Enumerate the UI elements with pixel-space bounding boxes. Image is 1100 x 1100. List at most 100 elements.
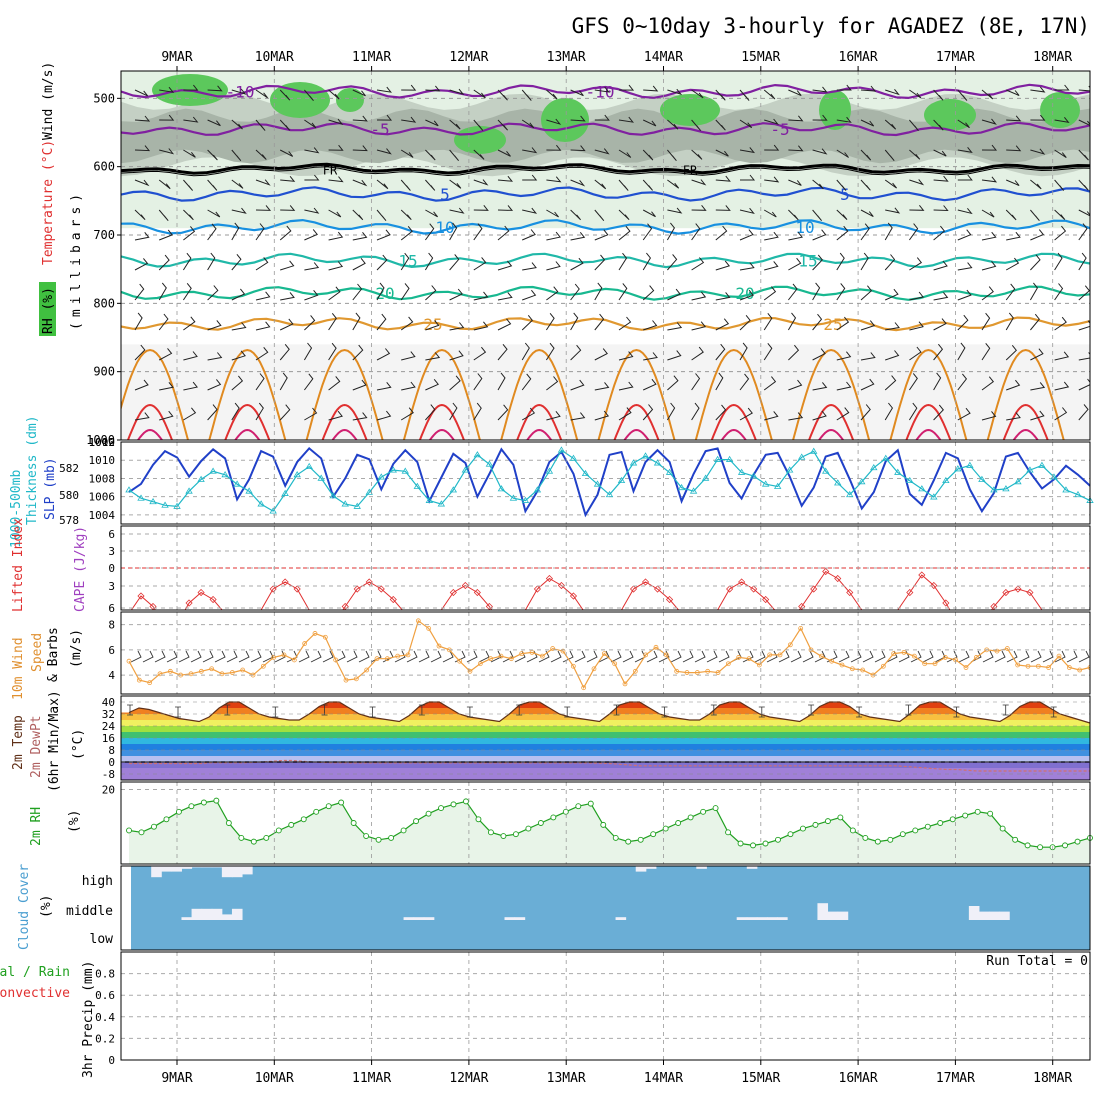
precip-legend-convective: Convective — [0, 986, 70, 1001]
wind-barb-10m — [298, 650, 310, 663]
thickness-label-1: 1000-500mb — [9, 470, 24, 548]
isotherm-label: 20 — [375, 284, 394, 303]
wind-barb — [521, 373, 532, 391]
wind-barb-10m — [550, 650, 562, 663]
wind-barb — [594, 382, 610, 391]
wind-barb — [1078, 252, 1087, 271]
wind-barb — [183, 351, 198, 361]
wind-speed-marker — [477, 661, 483, 667]
temp-minmax-bar — [321, 704, 328, 716]
isotherm-label: FR — [683, 164, 698, 178]
wind-barb — [401, 84, 417, 91]
wind-barb-10m — [1006, 650, 1018, 663]
wind-barb — [1054, 252, 1063, 271]
boundary-layer-contour — [597, 348, 676, 440]
wind-barb — [957, 407, 971, 421]
wind-barb — [618, 407, 632, 421]
cloud-middle-bar — [221, 914, 233, 920]
panel-frame — [120, 695, 1091, 781]
li-marker — [942, 599, 950, 607]
run-total: Run Total = 0 — [986, 954, 1088, 969]
wind-barb — [909, 291, 924, 301]
wind-speed-marker — [581, 685, 587, 691]
wind-barb — [255, 179, 271, 186]
wind-speed-marker — [260, 663, 266, 669]
slp-tick-label: 1008 — [89, 472, 116, 485]
wind-barb — [691, 291, 707, 301]
thickness-marker — [1002, 485, 1010, 492]
wind-barb — [594, 410, 610, 421]
cloud-middle-bar — [978, 911, 990, 920]
wind-barb — [546, 376, 559, 391]
li-marker — [930, 581, 938, 590]
wind-barb — [739, 262, 755, 271]
wind-barb — [352, 257, 366, 271]
wind-speed-marker — [488, 656, 494, 662]
date-label-bottom: 9MAR — [161, 1071, 192, 1086]
rh-marker — [188, 803, 195, 810]
wind-speed-marker — [643, 652, 649, 658]
wind-barb — [836, 381, 852, 391]
wind-barb — [1006, 179, 1020, 186]
isotherm-line — [121, 252, 1090, 269]
wind-barb — [691, 89, 704, 99]
wind-speed-marker — [653, 644, 659, 650]
rh-marker — [737, 840, 744, 847]
boundary-layer-contour — [234, 428, 261, 440]
temp-color-band — [121, 732, 1090, 738]
wind-speed-marker — [705, 668, 711, 674]
rh-band-low — [121, 344, 1090, 440]
wind-barb — [159, 148, 175, 155]
wind-barb — [933, 372, 942, 391]
wind-barb — [231, 375, 244, 391]
rh-marker — [912, 827, 919, 834]
wind-speed-marker — [384, 656, 390, 662]
wind-barb — [570, 412, 586, 421]
wind-barb — [812, 254, 823, 271]
wind-barb — [328, 261, 344, 271]
wind-barb — [957, 314, 969, 331]
wind-speed-marker — [147, 680, 153, 686]
wind-barb — [836, 225, 849, 241]
wind-barb-10m — [1018, 650, 1030, 663]
boundary-layer-contour — [418, 403, 465, 440]
wind-barb — [207, 209, 221, 218]
wind-speed-marker — [167, 668, 173, 674]
wind-speed-marker — [973, 655, 979, 660]
temp-color-band — [121, 750, 1090, 756]
temp-color-band — [121, 708, 1090, 714]
wind-speed-marker — [498, 653, 504, 659]
wind-barb — [764, 118, 779, 125]
boundary-layer-contour — [613, 403, 660, 440]
date-label-top: 11MAR — [352, 50, 391, 65]
wind-barb — [449, 119, 461, 130]
wind-speed-marker — [198, 668, 204, 674]
rh-marker — [787, 831, 794, 838]
wind-speed-marker — [395, 653, 401, 659]
panel-frame — [120, 865, 1091, 951]
wind-barb — [1029, 282, 1039, 301]
thickness-marker — [810, 447, 818, 454]
wind-barb — [570, 379, 585, 391]
wind-barb — [425, 209, 438, 218]
li-marker — [1014, 585, 1022, 593]
thickness-marker — [737, 468, 746, 475]
wind-barb — [642, 209, 656, 218]
boundary-layer-contour — [516, 403, 563, 440]
wind-barb — [255, 257, 269, 271]
rh-tick-label: 20 — [102, 783, 115, 796]
wind-barb — [812, 282, 821, 301]
wind-barb — [933, 119, 944, 131]
li-marker — [810, 585, 818, 593]
wind-barb — [812, 209, 822, 222]
wind-speed-marker — [694, 670, 700, 675]
wind-barb — [400, 149, 414, 158]
wind-barb — [667, 254, 678, 271]
wind-barb — [691, 149, 703, 160]
cloud-high-bar — [221, 866, 233, 878]
wind-barb — [715, 89, 726, 101]
wind-barb-10m — [910, 650, 922, 663]
wind10-unit: (m/s) — [69, 629, 84, 668]
wind-barb — [425, 285, 437, 301]
wind-barb-10m — [610, 650, 622, 663]
